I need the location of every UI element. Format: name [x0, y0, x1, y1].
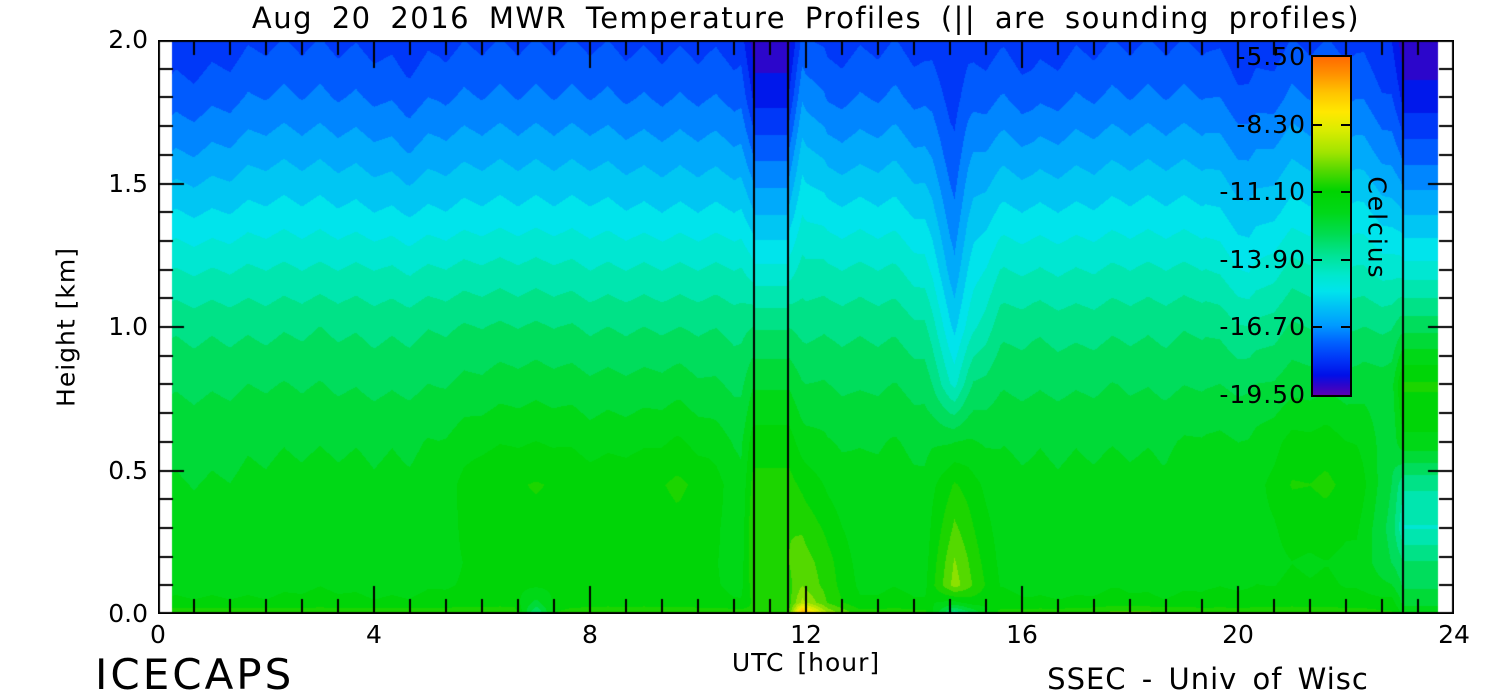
x-tick-label: 16 [1006, 620, 1038, 649]
y-tick-label: 0.0 [108, 599, 148, 628]
colorbar-tick-label: -8.30 [1236, 109, 1306, 139]
x-tick-label: 20 [1222, 620, 1254, 649]
y-tick-label: 0.5 [108, 455, 148, 485]
colorbar-tick-label: -11.10 [1219, 177, 1306, 207]
x-tick-label: 12 [790, 620, 822, 649]
y-axis-label: Height [km] [51, 247, 81, 407]
colorbar-gradient [1311, 55, 1352, 397]
x-tick-label: 0 [150, 620, 166, 649]
colorbar-tick [1341, 326, 1350, 329]
colorbar-tick [1313, 123, 1322, 126]
colorbar-tick [1341, 123, 1350, 126]
y-tick-label: 1.0 [108, 312, 148, 341]
credit-ssec-univ-of-wisc: SSEC - Univ of Wisc [1047, 662, 1369, 696]
project-name-icecaps: ICECAPS [95, 650, 295, 699]
x-tick-label: 4 [366, 620, 382, 649]
colorbar-tick-label: -13.90 [1219, 244, 1306, 274]
colorbar-tick [1313, 191, 1322, 194]
colorbar-tick-label: -19.50 [1219, 380, 1306, 409]
colorbar-tick [1341, 191, 1350, 194]
colorbar-tick-label: -16.70 [1219, 312, 1306, 342]
temperature-heatmap-canvas [158, 40, 1454, 614]
plot-title: Aug 20 2016 MWR Temperature Profiles (||… [251, 1, 1361, 35]
x-axis-label: UTC [hour] [731, 648, 881, 677]
x-tick-label: 24 [1438, 620, 1470, 649]
colorbar-tick [1313, 326, 1322, 329]
colorbar-tick-label: -5.50 [1236, 42, 1306, 71]
colorbar-tick [1341, 258, 1350, 261]
y-tick-label: 2.0 [108, 25, 148, 54]
colorbar-tick [1313, 258, 1322, 261]
colorbar-title: Celcius [1362, 176, 1392, 280]
y-tick-label: 1.5 [108, 168, 148, 198]
x-tick-label: 8 [582, 620, 598, 649]
